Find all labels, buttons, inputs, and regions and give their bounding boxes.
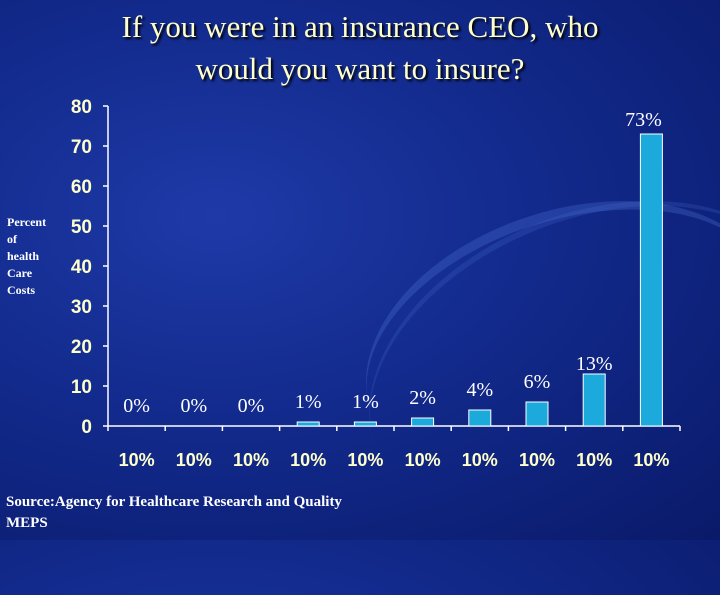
data-label: 1% [352,391,379,413]
data-label: 2% [409,387,436,409]
bar [639,133,663,427]
y-axis-label-line: health [7,249,40,263]
y-tick-label: 50 [71,217,92,238]
x-tick-label: 10% [233,450,269,470]
y-tick-label: 40 [71,257,92,278]
source-line: MEPS [6,515,48,531]
x-tick-label: 10% [119,450,155,470]
y-tick-label: 10 [71,377,92,398]
y-axis-label-line: of [7,232,17,246]
x-tick-label: 10% [519,450,555,470]
data-label: 6% [524,371,551,393]
source-note: Source:Agency for Healthcare Research an… [6,492,342,534]
bar [582,373,606,427]
y-tick-label: 0 [81,417,92,438]
y-tick-label: 20 [71,337,92,358]
y-tick-label: 80 [71,97,92,118]
x-tick-label: 10% [462,450,498,470]
bar-chart: 0 10 20 30 40 50 60 70 80 0% 10% 0% 10% 0% 10% 1% 10% 1% 1… [70,97,670,470]
y-axis-label-line: Care [7,266,33,280]
y-axis-label-line: Costs [7,283,36,297]
bar [296,421,320,427]
data-label: 0% [123,395,150,417]
y-tick-label: 60 [71,177,92,198]
data-label: 1% [295,391,322,413]
x-tick-label: 10% [290,450,326,470]
y-axis-label-line: Percent [7,215,47,229]
bar [525,401,549,427]
y-tick-label: 70 [71,137,92,158]
data-label: 73% [625,109,662,131]
bar [353,421,377,427]
x-tick-label: 10% [176,450,212,470]
data-label: 0% [180,395,207,417]
bar [411,417,435,427]
title-line: would you want to insure? [195,51,525,86]
data-label: 13% [576,353,613,375]
x-tick-label: 10% [576,450,612,470]
x-tick-label: 10% [347,450,383,470]
data-label: 4% [466,379,493,401]
title-line: If you were in an insurance CEO, who [121,9,599,44]
y-axis-label: Percent of health Care Costs [7,214,59,299]
y-tick-label: 30 [71,297,92,318]
data-label: 0% [238,395,265,417]
x-tick-label: 10% [633,450,669,470]
slide-title: If you were in an insurance CEO, who wou… [20,6,700,90]
x-tick-label: 10% [405,450,441,470]
source-line: Source:Agency for Healthcare Research an… [6,494,342,510]
bar [468,409,492,427]
